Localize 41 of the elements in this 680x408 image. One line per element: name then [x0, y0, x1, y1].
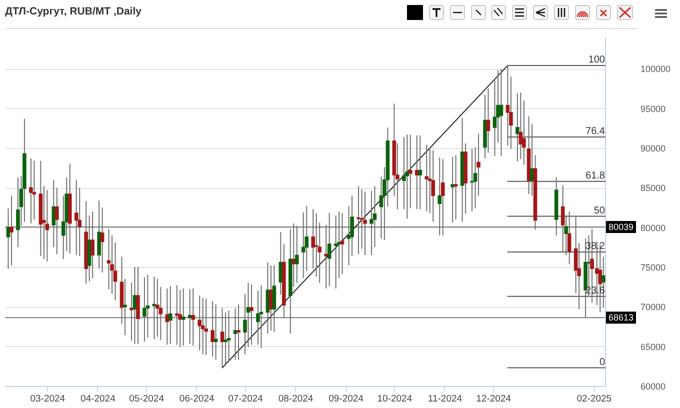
series-label: 0	[599, 356, 606, 368]
candlestick	[516, 92, 520, 162]
y-tick-label: 90000	[640, 144, 666, 154]
x-tick-label: 07-2024	[228, 394, 263, 404]
candlestick	[418, 134, 422, 210]
candlestick	[450, 156, 454, 224]
y-tick-label: 65000	[640, 342, 666, 352]
y-tick-label: 60000	[640, 382, 666, 392]
y-tick-label: 100000	[640, 64, 671, 74]
chart-title: ДТЛ-Сургут, RUB/MT ,Daily	[5, 6, 142, 18]
ref-line-label: 68613	[608, 312, 634, 323]
candlestick	[424, 144, 429, 212]
series-label: 50	[594, 205, 606, 216]
x-tick-label: 05-2024	[129, 394, 164, 404]
candlestick	[431, 150, 436, 222]
candlestick	[29, 158, 33, 224]
candlestick	[32, 160, 36, 220]
x-tick-label: 06-2024	[179, 394, 214, 404]
series-label: 61.8	[586, 170, 606, 182]
candlestick	[506, 65, 510, 146]
y-tick-label: 70000	[640, 302, 666, 312]
series-label: 76.4	[586, 126, 606, 137]
x-tick-label: 12-2024	[476, 394, 512, 404]
candlestick	[454, 154, 458, 220]
candlestick	[470, 148, 474, 212]
candlestick	[486, 88, 490, 154]
y-tick-label: 80000	[640, 222, 666, 233]
x-tick-label: 11-2024	[428, 394, 462, 404]
series-label: 100	[588, 54, 606, 66]
x-tick-label: 03-2024	[30, 394, 66, 404]
x-tick-label: 08-2024	[278, 394, 314, 404]
y-tick-label: 95000	[640, 104, 666, 114]
x-tick-label: 09-2024	[328, 394, 364, 404]
x-tick-label: 02-2025	[576, 394, 612, 404]
x-tick-label: 10-2024	[377, 394, 412, 404]
candlestick	[499, 68, 504, 156]
candlestick	[530, 124, 534, 196]
ref-line-label: 80039	[608, 222, 634, 232]
x-tick-label: 04-2024	[80, 394, 116, 404]
y-tick-label: 75000	[640, 262, 666, 273]
y-tick-label: 85000	[640, 183, 666, 194]
